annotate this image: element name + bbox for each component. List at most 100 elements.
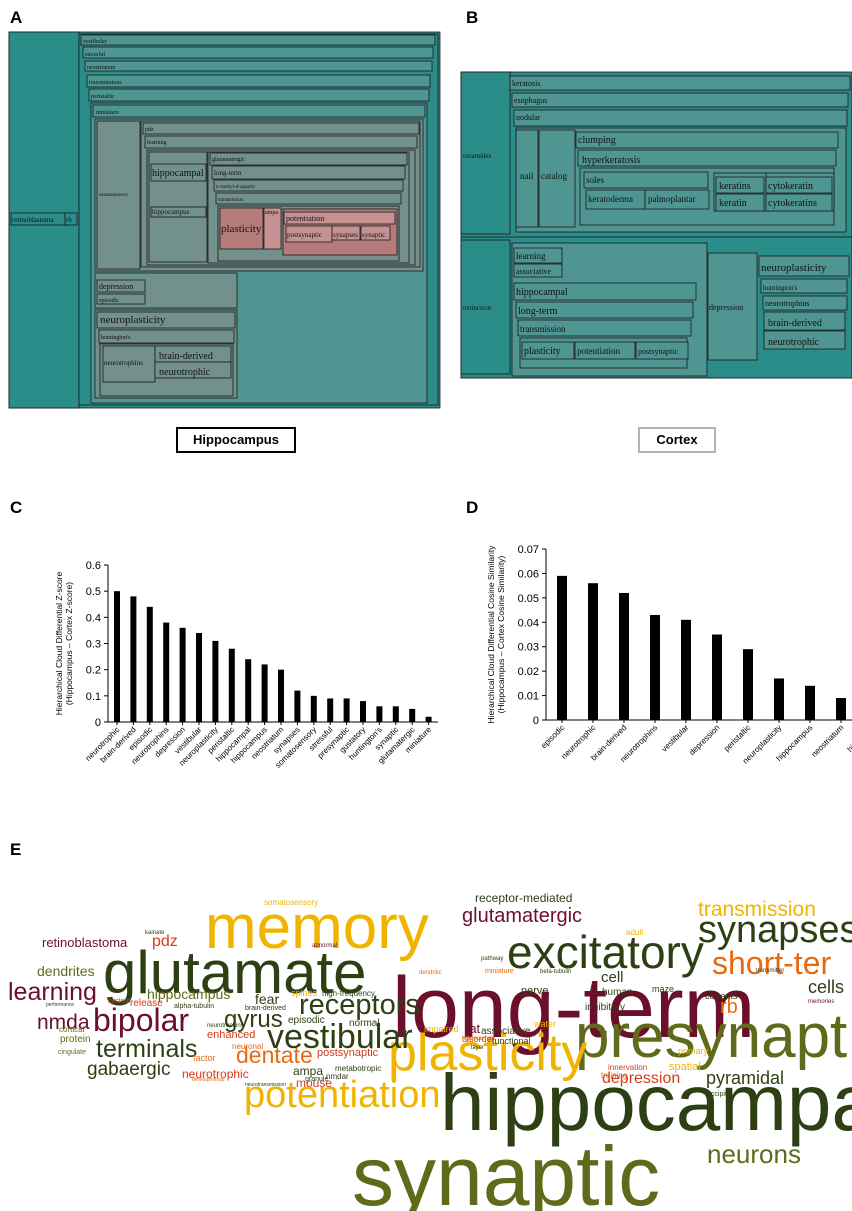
- treemap-cell: [96, 120, 141, 270]
- word-high-frequency: high-frequency: [322, 989, 375, 998]
- word-transmission: transmission: [698, 898, 816, 921]
- word-receptors: receptors: [299, 989, 420, 1021]
- treemap-cell: [513, 109, 848, 127]
- word-excitatory: excitatory: [507, 926, 704, 978]
- panel-letter-b: B: [466, 8, 479, 27]
- treemap-label-learning: learning: [147, 140, 167, 146]
- treemap-cell: [538, 129, 576, 228]
- bar-vestibular: [681, 619, 691, 720]
- word-presynapt: presynapt: [575, 1002, 847, 1071]
- bar-neuroplasticity: [212, 640, 219, 722]
- treemap-label-somatosensory: somatosensory: [99, 193, 129, 198]
- bar-depression: [179, 627, 186, 722]
- treemap-cell: [64, 212, 78, 226]
- word-neurotrophins: neurotrophins: [207, 1023, 244, 1029]
- treemap-label-vestibular: vestibular: [83, 39, 107, 45]
- treemap-hippocampus: retinoblastoma rb vestibular stressful neost…: [8, 31, 441, 409]
- word-disorder: disorder: [462, 1034, 495, 1044]
- word-episodic: episodic: [288, 1015, 325, 1026]
- bar-neurotrophins: [650, 614, 660, 720]
- treemap-cell: [765, 193, 833, 212]
- word-nerve: nerve: [521, 985, 549, 997]
- treemap-label-ceramides: ceramides: [463, 152, 492, 160]
- treemap-cell: [331, 225, 361, 241]
- treemap-cell: [763, 330, 846, 350]
- treemap-cell: [211, 165, 406, 180]
- word-ampa: ampa: [293, 1064, 323, 1078]
- treemap-label-nodular: nodular: [516, 113, 541, 122]
- word-protein: protein: [60, 1034, 91, 1045]
- treemap-cell: [215, 192, 402, 205]
- treemap-label-neuroplasticity: neuroplasticity: [100, 314, 166, 326]
- treemap-cell: [142, 122, 420, 135]
- treemap-label-depression: depression: [99, 282, 133, 291]
- treemap-cell: [96, 279, 146, 293]
- word-vestibular: vestibular: [267, 1018, 413, 1056]
- treemap-cell: [283, 211, 396, 225]
- word-dendritic: dendritic: [419, 970, 442, 976]
- treemap-label-rb: rb: [66, 216, 72, 224]
- bar-chart-zscore: 0 0.1 0.2 0.3 0.4 0.5 0.6 Hierarchical Cloud Di…: [54, 560, 438, 770]
- word-fear: fear: [255, 991, 279, 1007]
- y-tick-label: 0.1: [86, 691, 101, 703]
- y-tick-label: 0.5: [86, 586, 101, 598]
- treemap-label-extinction: extinction: [463, 304, 491, 312]
- word-granule: granule: [305, 1076, 328, 1083]
- treemap-label-brain-derived: brain-derived: [768, 318, 822, 329]
- treemap-label-soles: soles: [586, 175, 604, 185]
- y-axis-label: Hierarchical Cloud Differential Cosine S…: [486, 545, 496, 724]
- panel-letter-e: E: [10, 840, 22, 859]
- word-glutamatergic: glutamatergic: [462, 905, 582, 927]
- word-short-ter: short-ter: [712, 945, 831, 981]
- treemap-label-keratin: keratin: [719, 198, 747, 209]
- treemap-label-transmissions: transmissions: [89, 80, 122, 86]
- word-neurotransmission: neurotransmission: [245, 1082, 286, 1088]
- treemap-cell: [707, 252, 758, 361]
- panel-letter-d: D: [466, 498, 479, 517]
- treemap-cell: [263, 207, 282, 250]
- y-tick-label: 0.02: [518, 666, 539, 678]
- treemap-label-long-term: long-term: [214, 169, 242, 177]
- treemap-cell: [209, 152, 408, 166]
- treemap-label-pdz: pdz: [145, 127, 154, 133]
- word-kainate: kainate: [145, 930, 165, 936]
- word-memory: memory: [205, 893, 429, 962]
- word-cell: cell: [601, 969, 624, 986]
- treemap-label-peristaltic: peristaltic: [91, 94, 115, 100]
- bar-gustatory: [360, 701, 366, 722]
- treemap-cell: [575, 131, 839, 149]
- treemap-cell: [513, 263, 563, 278]
- word-normal: normal: [349, 1018, 380, 1029]
- treemap-cell: [96, 293, 146, 305]
- word-synapses: synapses: [698, 909, 852, 951]
- word-rb: rb: [720, 996, 738, 1018]
- word-glutamate: glutamate: [103, 939, 367, 1006]
- word-neurotrophic: neurotrophic: [182, 1067, 249, 1081]
- word-cortical: cortical: [59, 1025, 85, 1034]
- treemap-label-episodic: episodic: [99, 298, 119, 304]
- treemap-cell: [515, 129, 539, 228]
- treemap-label-hippocampal: hippocampal: [516, 287, 568, 298]
- word-pathway: pathway: [481, 956, 503, 962]
- word-bipolar: bipolar: [93, 1002, 189, 1038]
- word-developmental: developmental: [192, 1077, 225, 1083]
- bar-episodic: [557, 575, 567, 720]
- treemap-cell: [150, 206, 207, 218]
- word-miniature: miniature: [485, 968, 514, 975]
- treemap-cell: [213, 179, 404, 192]
- treemap-cell: [758, 255, 850, 277]
- word-receptor-mediated: receptor-mediated: [475, 891, 572, 905]
- word-currents: currents: [705, 991, 738, 1001]
- treemap-cell: [513, 247, 563, 264]
- treemap-label-transmission: transmission: [218, 198, 244, 203]
- word-terminals: terminals: [96, 1035, 197, 1063]
- treemap-label-cytokeratin: cytokeratin: [768, 181, 813, 192]
- bar-hippocampus: [805, 685, 815, 720]
- word-long-term: long-term: [392, 960, 755, 1056]
- word-training: training: [601, 1071, 627, 1080]
- treemap-cell: [715, 176, 765, 194]
- treemap-cell: [92, 104, 426, 118]
- word-nmda: nmda: [37, 1011, 90, 1034]
- bar-vestibular: [196, 633, 202, 722]
